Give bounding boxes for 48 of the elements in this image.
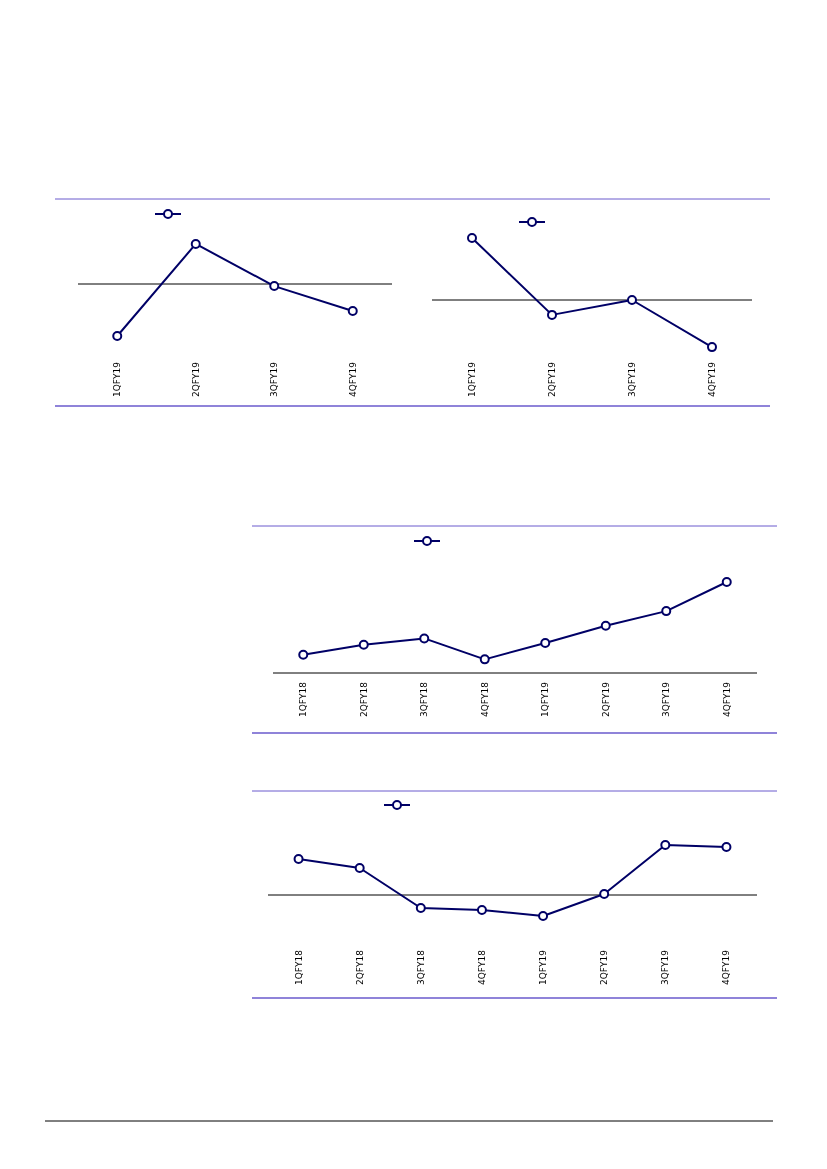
x-tick-label: 4QFY19 xyxy=(707,361,717,397)
x-tick-label: 4QFY18 xyxy=(476,949,487,985)
x-tick-label: 3QFY18 xyxy=(419,681,430,717)
x-tick-label: 1QFY19 xyxy=(467,361,477,397)
point xyxy=(721,577,732,587)
point xyxy=(600,620,611,631)
point xyxy=(538,911,549,921)
x-tick-label: 3QFY19 xyxy=(660,949,671,985)
x-tick-label: 2QFY19 xyxy=(190,361,201,397)
x-tick-label: 3QFY19 xyxy=(269,361,280,397)
point xyxy=(419,633,430,644)
point xyxy=(190,238,201,249)
x-tick-label: 3QFY18 xyxy=(415,949,426,985)
point xyxy=(547,309,557,320)
x-tick-label: 3QFY19 xyxy=(661,681,672,717)
point xyxy=(479,654,490,665)
x-tick-label: 3QFY19 xyxy=(627,361,637,397)
point xyxy=(540,637,551,648)
point xyxy=(354,863,365,873)
point xyxy=(627,295,637,305)
point xyxy=(347,306,358,317)
x-tick-label: 2QFY19 xyxy=(600,681,611,717)
point xyxy=(707,342,717,353)
point xyxy=(467,233,477,243)
point xyxy=(721,842,732,852)
point xyxy=(476,905,487,915)
x-tick-label: 1QFY19 xyxy=(538,949,549,985)
x-tick-label: 1QFY18 xyxy=(293,949,304,985)
x-tick-label: 2QFY19 xyxy=(599,949,610,985)
point xyxy=(112,331,123,341)
point xyxy=(599,889,610,899)
point xyxy=(660,840,671,850)
x-tick-label: 2QFY18 xyxy=(354,949,365,985)
point xyxy=(298,649,309,660)
point xyxy=(293,854,304,864)
point xyxy=(358,639,369,650)
x-tick-label: 1QFY19 xyxy=(112,361,123,397)
point xyxy=(661,606,672,617)
x-tick-label: 1QFY18 xyxy=(298,681,309,717)
x-tick-label: 1QFY19 xyxy=(540,681,551,717)
x-tick-label: 2QFY18 xyxy=(358,681,369,717)
x-tick-label: 2QFY19 xyxy=(547,361,557,397)
x-tick-label: 4QFY19 xyxy=(347,361,358,397)
point xyxy=(269,281,280,292)
x-tick-label: 4QFY18 xyxy=(479,681,490,717)
x-tick-label: 4QFY19 xyxy=(721,681,732,717)
x-tick-label: 4QFY19 xyxy=(721,949,732,985)
point xyxy=(415,903,426,913)
